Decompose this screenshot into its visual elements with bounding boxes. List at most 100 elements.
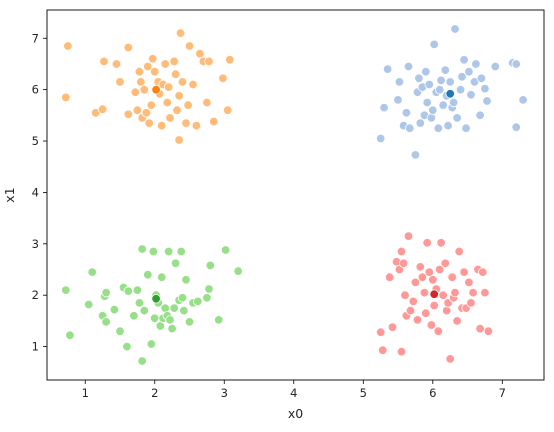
data-point xyxy=(445,77,455,87)
data-point xyxy=(181,275,191,285)
data-point xyxy=(482,96,492,106)
x-tick-label: 7 xyxy=(499,386,506,400)
data-point xyxy=(167,323,177,334)
data-point xyxy=(170,258,181,269)
data-point xyxy=(466,90,476,100)
data-point xyxy=(438,100,448,110)
x-tick-label: 1 xyxy=(82,386,89,400)
data-point xyxy=(461,123,471,133)
data-point xyxy=(405,305,416,316)
data-point xyxy=(421,66,431,77)
data-point xyxy=(385,272,395,282)
data-point xyxy=(400,290,410,300)
data-point xyxy=(435,264,445,275)
data-point xyxy=(169,303,179,313)
data-point xyxy=(137,244,147,254)
data-point xyxy=(457,72,467,82)
cluster-series-3 xyxy=(376,231,494,364)
data-point xyxy=(490,61,501,72)
data-point xyxy=(181,118,191,128)
x-tick-label: 2 xyxy=(151,386,158,400)
data-point xyxy=(424,79,435,90)
x-tick-label: 6 xyxy=(429,386,436,400)
data-point xyxy=(204,56,214,67)
data-point xyxy=(97,104,108,114)
data-point xyxy=(177,77,188,87)
data-point xyxy=(382,64,393,74)
data-point xyxy=(136,77,146,87)
data-point xyxy=(483,326,494,336)
cluster-center-point xyxy=(151,294,161,304)
data-point xyxy=(445,354,455,364)
data-point xyxy=(466,298,476,308)
y-tick-label: 4 xyxy=(32,185,39,199)
data-point xyxy=(480,287,490,298)
data-point xyxy=(101,287,111,298)
data-point xyxy=(455,84,466,95)
data-point xyxy=(448,97,459,108)
data-point xyxy=(394,77,405,87)
data-point xyxy=(149,313,160,324)
data-point xyxy=(438,290,448,300)
data-point xyxy=(160,303,170,313)
data-point xyxy=(143,61,153,72)
data-point xyxy=(447,272,457,282)
data-point xyxy=(202,97,212,108)
data-point xyxy=(115,326,125,336)
x-axis-label: x0 xyxy=(288,406,303,421)
data-point xyxy=(172,105,182,115)
data-point xyxy=(396,347,407,357)
data-point xyxy=(450,24,460,34)
data-point xyxy=(165,315,175,325)
data-point xyxy=(471,59,481,69)
cluster-center-point xyxy=(151,84,161,95)
data-point xyxy=(220,245,231,255)
data-point xyxy=(511,59,521,69)
data-point xyxy=(205,260,216,271)
data-point xyxy=(478,267,488,277)
data-point xyxy=(396,246,407,257)
cluster-center-point xyxy=(429,289,439,299)
data-point xyxy=(408,296,419,307)
data-point xyxy=(412,315,423,325)
data-point xyxy=(148,246,159,257)
data-point xyxy=(426,113,437,123)
data-point xyxy=(134,298,145,308)
data-point xyxy=(123,109,134,120)
plot-marks xyxy=(61,24,528,366)
data-point xyxy=(175,28,186,38)
data-point xyxy=(429,39,439,50)
data-point xyxy=(61,285,71,295)
data-point xyxy=(452,113,462,123)
data-point xyxy=(459,267,469,277)
data-point xyxy=(143,270,153,280)
data-point xyxy=(405,123,415,133)
data-point xyxy=(398,258,409,269)
data-point xyxy=(475,323,485,334)
data-point xyxy=(179,305,189,316)
data-point xyxy=(421,308,431,318)
data-point xyxy=(130,87,141,97)
cluster-series-0 xyxy=(61,28,235,145)
data-point xyxy=(464,66,474,77)
data-point xyxy=(452,316,462,326)
data-point xyxy=(468,287,478,298)
data-point xyxy=(137,356,147,366)
x-tick-label: 4 xyxy=(290,386,297,400)
data-point xyxy=(401,108,412,118)
cluster-series-1 xyxy=(376,24,528,160)
data-point xyxy=(169,56,179,67)
data-point xyxy=(414,73,424,84)
data-point xyxy=(403,231,414,241)
data-point xyxy=(426,320,437,330)
data-point xyxy=(204,284,214,294)
data-point xyxy=(176,246,186,257)
y-tick-label: 3 xyxy=(32,237,39,251)
data-point xyxy=(480,83,490,94)
data-point xyxy=(101,317,111,327)
data-point xyxy=(376,133,386,144)
data-point xyxy=(139,84,150,95)
data-point xyxy=(83,299,94,310)
data-point xyxy=(476,73,487,84)
data-point xyxy=(177,293,188,303)
